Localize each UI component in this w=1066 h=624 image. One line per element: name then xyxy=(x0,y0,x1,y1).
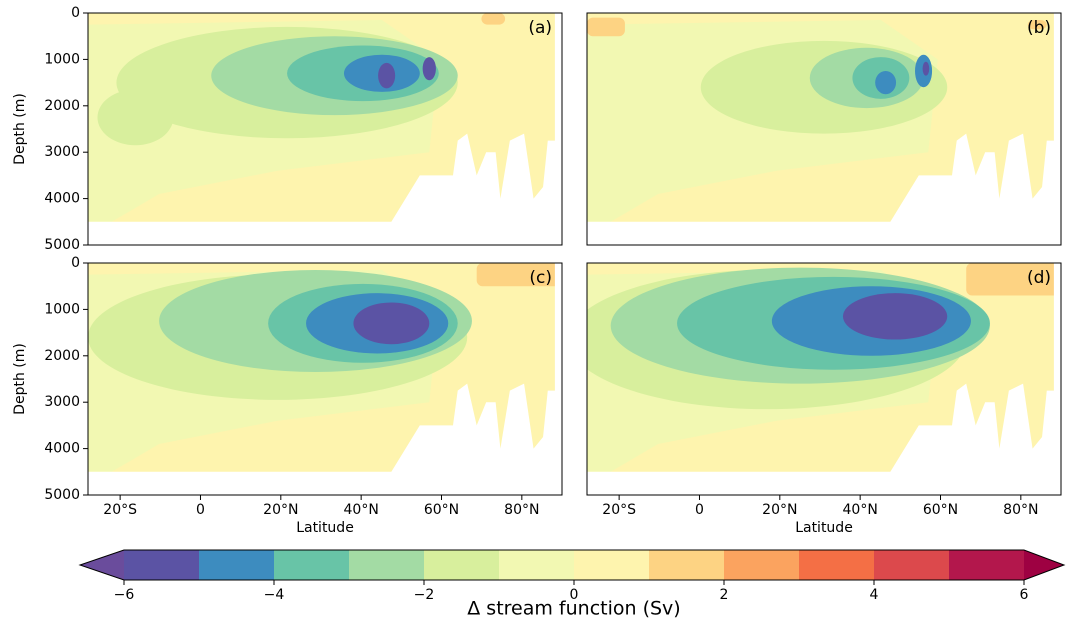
y-tick-label: 5000 xyxy=(44,487,80,503)
colorbar-tick-label: −4 xyxy=(264,587,285,603)
y-tick-label: 1000 xyxy=(44,51,80,67)
level-area xyxy=(476,263,562,287)
panel-label: (a) xyxy=(528,18,552,38)
x-tick-label: 40°N xyxy=(843,502,878,518)
y-tick-label: 0 xyxy=(71,255,80,271)
level-area xyxy=(966,263,1061,296)
y-tick-label: 2000 xyxy=(44,98,80,114)
colorbar-tick-label: 6 xyxy=(1020,587,1029,603)
y-axis-label: Depth (m) xyxy=(12,93,28,165)
colorbar-tick-label: 0 xyxy=(570,587,579,603)
y-tick-label: 4000 xyxy=(44,191,80,207)
colorbar-swatch xyxy=(274,550,350,580)
colorbar-extend xyxy=(1024,550,1064,580)
axes-frame xyxy=(87,262,563,496)
x-tick-label: 80°N xyxy=(504,502,539,518)
x-tick-label: 20°S xyxy=(602,502,636,518)
field xyxy=(587,263,1061,495)
colorbar-swatch xyxy=(799,550,875,580)
colorbar-tick-label: −2 xyxy=(414,587,435,603)
y-tick-label: 4000 xyxy=(44,441,80,457)
x-tick-label: 60°N xyxy=(424,502,459,518)
colorbar-label: Δ stream function (Sv) xyxy=(467,598,680,620)
colorbar-swatch xyxy=(574,550,650,580)
level-area xyxy=(378,62,396,89)
colorbar-swatch xyxy=(499,550,575,580)
y-tick-label: 0 xyxy=(71,5,80,21)
topography xyxy=(88,263,562,495)
y-tick-label: 2000 xyxy=(44,348,80,364)
panel: (d) 20°S 0 20°N 40°N 60°N 80°N Latitude xyxy=(586,262,1062,536)
x-tick-label: 60°N xyxy=(923,502,958,518)
colorbar-swatch xyxy=(649,550,725,580)
level-area xyxy=(875,71,897,95)
level-area xyxy=(353,302,430,345)
topography xyxy=(88,13,562,245)
y-tick-label: 3000 xyxy=(44,144,80,160)
panel: (b) xyxy=(586,12,1062,246)
colorbar-tick-label: 2 xyxy=(720,587,729,603)
x-axis-label: Latitude xyxy=(296,520,354,536)
x-tick-label: 0 xyxy=(196,502,205,518)
x-tick-label: 20°N xyxy=(762,502,797,518)
field xyxy=(587,13,1061,245)
level-area xyxy=(842,293,948,340)
colorbar: −6 −4 −2 0 2 4 6 Δ stream function (Sv) xyxy=(78,549,1066,620)
colorbar-swatch xyxy=(724,550,800,580)
x-tick-label: 20°N xyxy=(263,502,298,518)
panel-label: (d) xyxy=(1027,268,1051,288)
x-tick-label: 0 xyxy=(695,502,704,518)
colorbar-tick-label: 4 xyxy=(870,587,879,603)
panel: (c) 0 1000 2000 3000 4000 5000 20°S 0 20°N 40°N 60°… xyxy=(12,255,563,536)
topography xyxy=(587,13,1061,245)
level-area xyxy=(1027,19,1047,30)
y-axis-label: Depth (m) xyxy=(12,343,28,415)
colorbar-swatch xyxy=(199,550,275,580)
panel: (a) 0 1000 2000 3000 4000 5000 Depth (m) xyxy=(12,5,563,253)
topography xyxy=(587,263,1061,495)
level-area xyxy=(922,61,930,76)
y-tick-label: 1000 xyxy=(44,301,80,317)
colorbar-swatch xyxy=(424,550,500,580)
colorbar-swatch xyxy=(949,550,1025,580)
axes-frame xyxy=(87,12,563,246)
field xyxy=(88,263,562,495)
colorbar-tick-label: −6 xyxy=(114,587,135,603)
x-tick-label: 40°N xyxy=(344,502,379,518)
axes-frame xyxy=(586,262,1062,496)
level-area xyxy=(97,89,174,146)
colorbar-swatch xyxy=(874,550,950,580)
field xyxy=(88,13,562,245)
level-area xyxy=(587,17,625,37)
y-tick-label: 5000 xyxy=(44,237,80,253)
axes-frame xyxy=(586,12,1062,246)
level-area xyxy=(481,13,506,25)
colorbar-swatch xyxy=(124,550,200,580)
level-area xyxy=(422,57,436,81)
x-tick-label: 80°N xyxy=(1003,502,1038,518)
x-tick-label: 20°S xyxy=(103,502,137,518)
panel-label: (c) xyxy=(529,268,552,288)
y-tick-label: 3000 xyxy=(44,394,80,410)
panel-label: (b) xyxy=(1027,18,1051,38)
colorbar-swatch xyxy=(349,550,425,580)
x-axis-label: Latitude xyxy=(795,520,853,536)
colorbar-extend xyxy=(80,550,124,580)
